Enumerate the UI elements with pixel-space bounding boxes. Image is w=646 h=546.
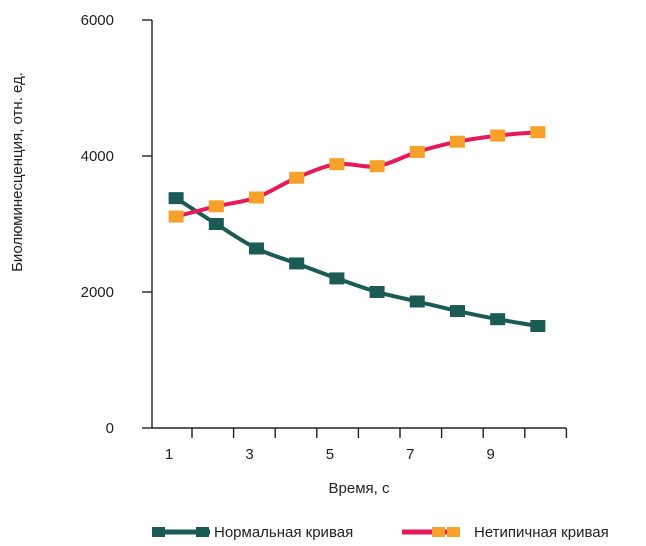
- x-tick-label: 5: [326, 446, 334, 463]
- data-point-marker: [208, 218, 224, 230]
- data-point-marker: [409, 295, 425, 308]
- data-point-marker: [490, 129, 506, 142]
- series-line-2: [174, 130, 540, 219]
- data-point-marker: [289, 257, 305, 270]
- legend-marker: [432, 527, 445, 537]
- data-point-marker: [369, 160, 385, 173]
- legend-marker: [196, 527, 209, 537]
- y-tick-label: 6000: [81, 12, 114, 29]
- legend: Нормальная кривая Нетипичная кривая: [152, 524, 609, 541]
- y-axis-title: Биолюминесценция, отн. ед.: [9, 72, 26, 272]
- data-point-marker: [530, 320, 546, 332]
- data-point-marker: [289, 171, 305, 184]
- y-tick-label: 2000: [81, 284, 114, 301]
- x-tick-label: 9: [486, 446, 494, 463]
- data-point-marker: [530, 126, 546, 139]
- x-tick-label: 1: [165, 446, 173, 463]
- data-point-marker: [409, 145, 425, 158]
- data-point-marker: [168, 192, 184, 205]
- data-point-marker: [208, 200, 224, 213]
- data-point-marker: [249, 242, 265, 255]
- legend-label: Нормальная кривая: [214, 524, 353, 541]
- legend-marker: [447, 527, 460, 537]
- y-tick-label: 0: [106, 420, 114, 437]
- data-point-marker: [369, 286, 385, 298]
- data-point-marker: [249, 191, 265, 204]
- y-tick-label: 4000: [81, 148, 114, 165]
- data-point-marker: [449, 135, 465, 148]
- series-line-1: [174, 196, 540, 328]
- legend-marker: [152, 527, 165, 537]
- x-tick-label: 7: [406, 446, 414, 463]
- legend-label: Нетипичная кривая: [474, 524, 609, 541]
- data-point-marker: [168, 210, 184, 223]
- data-point-marker: [449, 305, 465, 318]
- x-tick-label: 3: [245, 446, 253, 463]
- ticks: 0 2000 4000 6000 1 3 5 7 9: [81, 12, 568, 463]
- data-point-marker: [490, 313, 506, 326]
- data-point-marker: [329, 158, 345, 171]
- series-layer: [168, 126, 546, 332]
- x-axis-title: Время, с: [329, 480, 390, 497]
- data-point-marker: [329, 272, 345, 285]
